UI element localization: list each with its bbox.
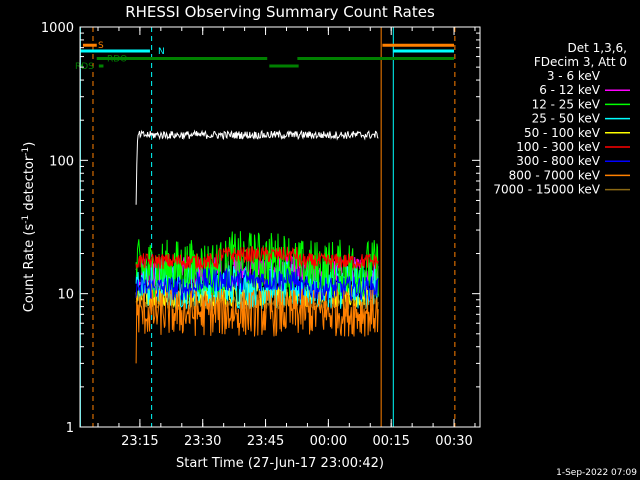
y-axis-label-sup2: -1	[21, 147, 31, 156]
y-axis-label: Count Rate (s-1 detector-1)	[21, 142, 37, 313]
x-tick-label: 00:15	[372, 434, 409, 449]
y-tick-label: 10	[57, 288, 74, 303]
legend-header-line2: FDecim 3, Att 0	[534, 55, 627, 69]
legend-entry-label: 3 - 6 keV	[547, 69, 601, 83]
series-trace	[135, 288, 379, 364]
flag-label-rds: RDS	[75, 62, 94, 72]
y-tick-label: 1000	[41, 21, 74, 36]
flag-lines: S N RDO RDS	[75, 41, 455, 72]
legend-entry-label: 50 - 100 keV	[524, 126, 601, 140]
legend-header-line1: Det 1,3,6,	[568, 41, 628, 55]
legend-entry-label: 6 - 12 keV	[539, 83, 601, 97]
x-tick-label: 23:30	[184, 434, 221, 449]
flag-label-s: S	[98, 41, 104, 51]
legend-entry-label: 300 - 800 keV	[516, 154, 600, 168]
y-tick-label: 1	[66, 421, 74, 436]
y-axis-label-mid: detector	[22, 155, 37, 215]
legend-entry-label: 100 - 300 keV	[516, 140, 600, 154]
y-axis-ticks: 1 10 100 1000	[41, 21, 480, 436]
y-axis-label-sup1: -1	[21, 215, 31, 224]
x-axis-label: Start Time (27-Jun-17 23:00:42)	[176, 456, 384, 471]
series-trace	[135, 129, 379, 205]
x-axis-ticks: 23:15 23:30 23:45 00:00 00:15 00:30	[97, 27, 476, 449]
legend-entry-label: 25 - 50 keV	[532, 112, 601, 126]
legend-entry-label: 800 - 7000 keV	[509, 168, 601, 182]
footer-date: 1-Sep-2022 07:09	[556, 468, 637, 478]
x-tick-label: 23:45	[247, 434, 284, 449]
y-axis-label-main: Count Rate (s	[22, 224, 37, 313]
legend-entry-label: 12 - 25 keV	[532, 97, 601, 111]
series-trace	[135, 267, 379, 302]
x-tick-label: 23:15	[121, 434, 158, 449]
flag-label-rdo: RDO	[107, 55, 127, 65]
plot-frame	[79, 26, 481, 428]
x-tick-label: 00:30	[435, 434, 472, 449]
chart-title: RHESSI Observing Summary Count Rates	[125, 3, 435, 21]
series-group	[135, 129, 379, 364]
flag-label-n: N	[158, 47, 165, 57]
y-tick-label: 100	[49, 154, 74, 169]
y-axis-label-end: )	[22, 142, 37, 147]
legend-entry-label: 7000 - 15000 keV	[493, 183, 600, 197]
x-tick-label: 00:00	[310, 434, 347, 449]
series-trace	[135, 246, 379, 271]
